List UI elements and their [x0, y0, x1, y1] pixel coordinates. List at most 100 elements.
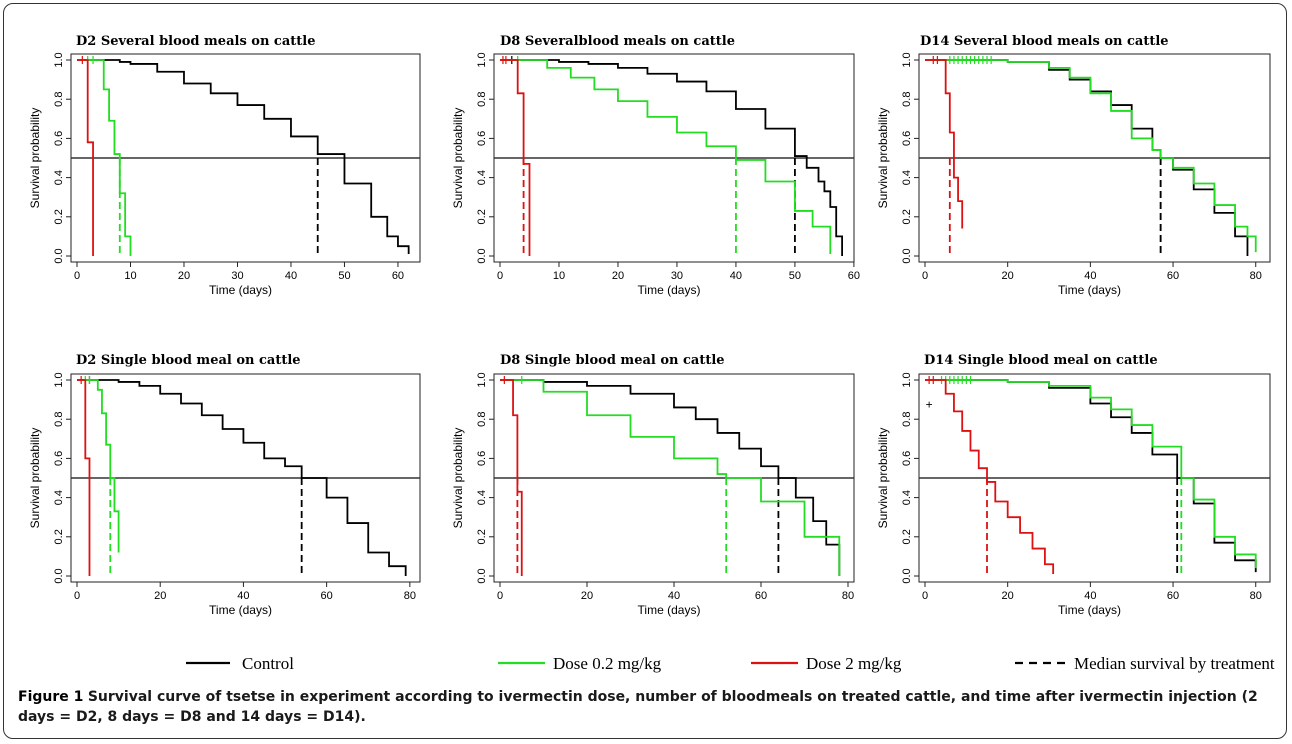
- y-tick-label: 0.4: [901, 170, 913, 185]
- survival-curve-dose_high: [925, 379, 1055, 575]
- censor-mark-dose_high: [501, 376, 508, 384]
- y-tick-label: 0.2: [476, 209, 488, 224]
- y-tick-label: 0.2: [901, 209, 913, 224]
- x-tick-label: 60: [1167, 590, 1179, 602]
- x-tick-label: 60: [392, 270, 404, 282]
- y-tick-label: 0.4: [53, 490, 65, 505]
- y-tick-label: 0.8: [53, 92, 65, 107]
- x-tick-label: 10: [124, 270, 136, 282]
- legend-label: Control: [242, 654, 294, 673]
- x-axis-label: Time (days): [638, 603, 701, 617]
- x-tick-label: 0: [497, 590, 503, 602]
- y-axis-label: Survival probability: [28, 428, 42, 529]
- x-tick-label: 0: [74, 270, 80, 282]
- x-tick-label: 60: [321, 590, 333, 602]
- y-axis-label: Survival probability: [876, 108, 890, 209]
- x-tick-label: 20: [1002, 270, 1014, 282]
- censor-mark-dose_high: [934, 56, 941, 64]
- x-tick-label: 60: [848, 270, 860, 282]
- x-axis-label: Time (days): [209, 603, 272, 617]
- survival-curve-dose_low: [77, 379, 120, 553]
- x-tick-label: 20: [581, 590, 593, 602]
- y-tick-label: 0.0: [53, 248, 65, 263]
- y-tick-label: 0.0: [53, 568, 65, 583]
- y-tick-label: 1.0: [53, 372, 65, 387]
- survival-curve-dose_low: [500, 379, 841, 576]
- x-axis-label: Time (days): [1058, 283, 1121, 297]
- y-tick-label: 0.0: [476, 248, 488, 263]
- y-tick-label: 0.4: [901, 490, 913, 505]
- y-tick-label: 0.2: [476, 529, 488, 544]
- y-tick-label: 0.6: [476, 451, 488, 466]
- y-tick-label: 0.2: [53, 529, 65, 544]
- y-tick-label: 0.8: [901, 412, 913, 427]
- x-tick-label: 40: [1084, 590, 1096, 602]
- chart-panel-3: D14 Several blood meals on cattle 0 20 40 60…: [876, 34, 1271, 297]
- chart-title: D8 Severalblood meals on cattle: [500, 34, 735, 49]
- y-tick-label: 1.0: [476, 372, 488, 387]
- survival-curve-dose_low: [925, 379, 1257, 569]
- censor-mark-dose_high: [79, 56, 86, 64]
- censor-mark-dose_high: [930, 376, 937, 384]
- x-tick-label: 0: [922, 270, 928, 282]
- y-tick-label: 0.8: [901, 92, 913, 107]
- chart-title: D14 Single blood meal on cattle: [924, 353, 1158, 368]
- y-tick-label: 0.4: [53, 170, 65, 185]
- x-tick-label: 80: [404, 590, 416, 602]
- y-tick-label: 1.0: [53, 52, 65, 67]
- x-axis-label: Time (days): [1058, 603, 1121, 617]
- y-tick-label: 1.0: [476, 52, 488, 67]
- y-axis-label: Survival probability: [451, 108, 465, 209]
- survival-curve-dose_low: [925, 59, 1257, 253]
- x-tick-label: 60: [1167, 270, 1179, 282]
- y-tick-label: 1.0: [901, 52, 913, 67]
- y-tick-label: 0.4: [476, 490, 488, 505]
- survival-curve-dose_high: [500, 379, 523, 576]
- x-tick-label: 20: [1002, 590, 1014, 602]
- chart-panel-2: D8 Severalblood meals on cattle 0 10 20 30 40…: [451, 34, 860, 297]
- survival-curve-control: [77, 59, 410, 255]
- x-tick-label: 40: [1084, 270, 1096, 282]
- x-tick-label: 20: [612, 270, 624, 282]
- chart-panel-4: D2 Single blood meal on cattle 0 20 40 60 80 0…: [28, 353, 421, 617]
- x-tick-label: 80: [1250, 270, 1262, 282]
- chart-title: D8 Single blood meal on cattle: [500, 353, 725, 368]
- x-tick-label: 10: [553, 270, 565, 282]
- y-axis-label: Survival probability: [876, 428, 890, 529]
- y-tick-label: 0.0: [476, 568, 488, 583]
- survival-curve-control: [500, 379, 841, 576]
- figure-frame: [3, 3, 1287, 739]
- caption-label: Figure 1: [18, 689, 84, 705]
- y-tick-label: 0.6: [476, 131, 488, 146]
- survival-curve-control: [500, 59, 844, 256]
- figure-caption: Figure 1 Survival curve of tsetse in exp…: [18, 687, 1273, 727]
- legend-label: Median survival by treatment: [1074, 654, 1275, 673]
- y-tick-label: 0.8: [476, 412, 488, 427]
- x-tick-label: 40: [668, 590, 680, 602]
- x-tick-label: 40: [285, 270, 297, 282]
- chart-panel-6: D14 Single blood meal on cattle 0 20 40 60 80…: [876, 353, 1271, 617]
- x-tick-label: 30: [231, 270, 243, 282]
- censor-mark-dose_low: [90, 56, 97, 64]
- survival-curve-dose_low: [500, 59, 832, 255]
- x-axis-label: Time (days): [638, 283, 701, 297]
- y-tick-label: 0.6: [53, 451, 65, 466]
- x-tick-label: 30: [671, 270, 683, 282]
- x-tick-label: 80: [1250, 590, 1262, 602]
- y-tick-label: 0.8: [476, 92, 488, 107]
- x-tick-label: 20: [154, 590, 166, 602]
- y-tick-label: 0.6: [901, 131, 913, 146]
- y-tick-label: 0.6: [901, 451, 913, 466]
- y-tick-label: 0.4: [476, 170, 488, 185]
- chart-title: D2 Single blood meal on cattle: [76, 353, 301, 368]
- x-tick-label: 0: [74, 590, 80, 602]
- y-axis-label: Survival probability: [28, 108, 42, 209]
- y-tick-label: 0.0: [901, 568, 913, 583]
- x-tick-label: 50: [789, 270, 801, 282]
- chart-panel-5: D8 Single blood meal on cattle 0 20 40 60 80 0…: [451, 353, 855, 617]
- survival-curve-dose_high: [925, 59, 964, 229]
- annotation-mark: +: [926, 398, 933, 412]
- y-tick-label: 1.0: [901, 372, 913, 387]
- survival-curve-dose_low: [77, 59, 132, 256]
- x-tick-label: 60: [755, 590, 767, 602]
